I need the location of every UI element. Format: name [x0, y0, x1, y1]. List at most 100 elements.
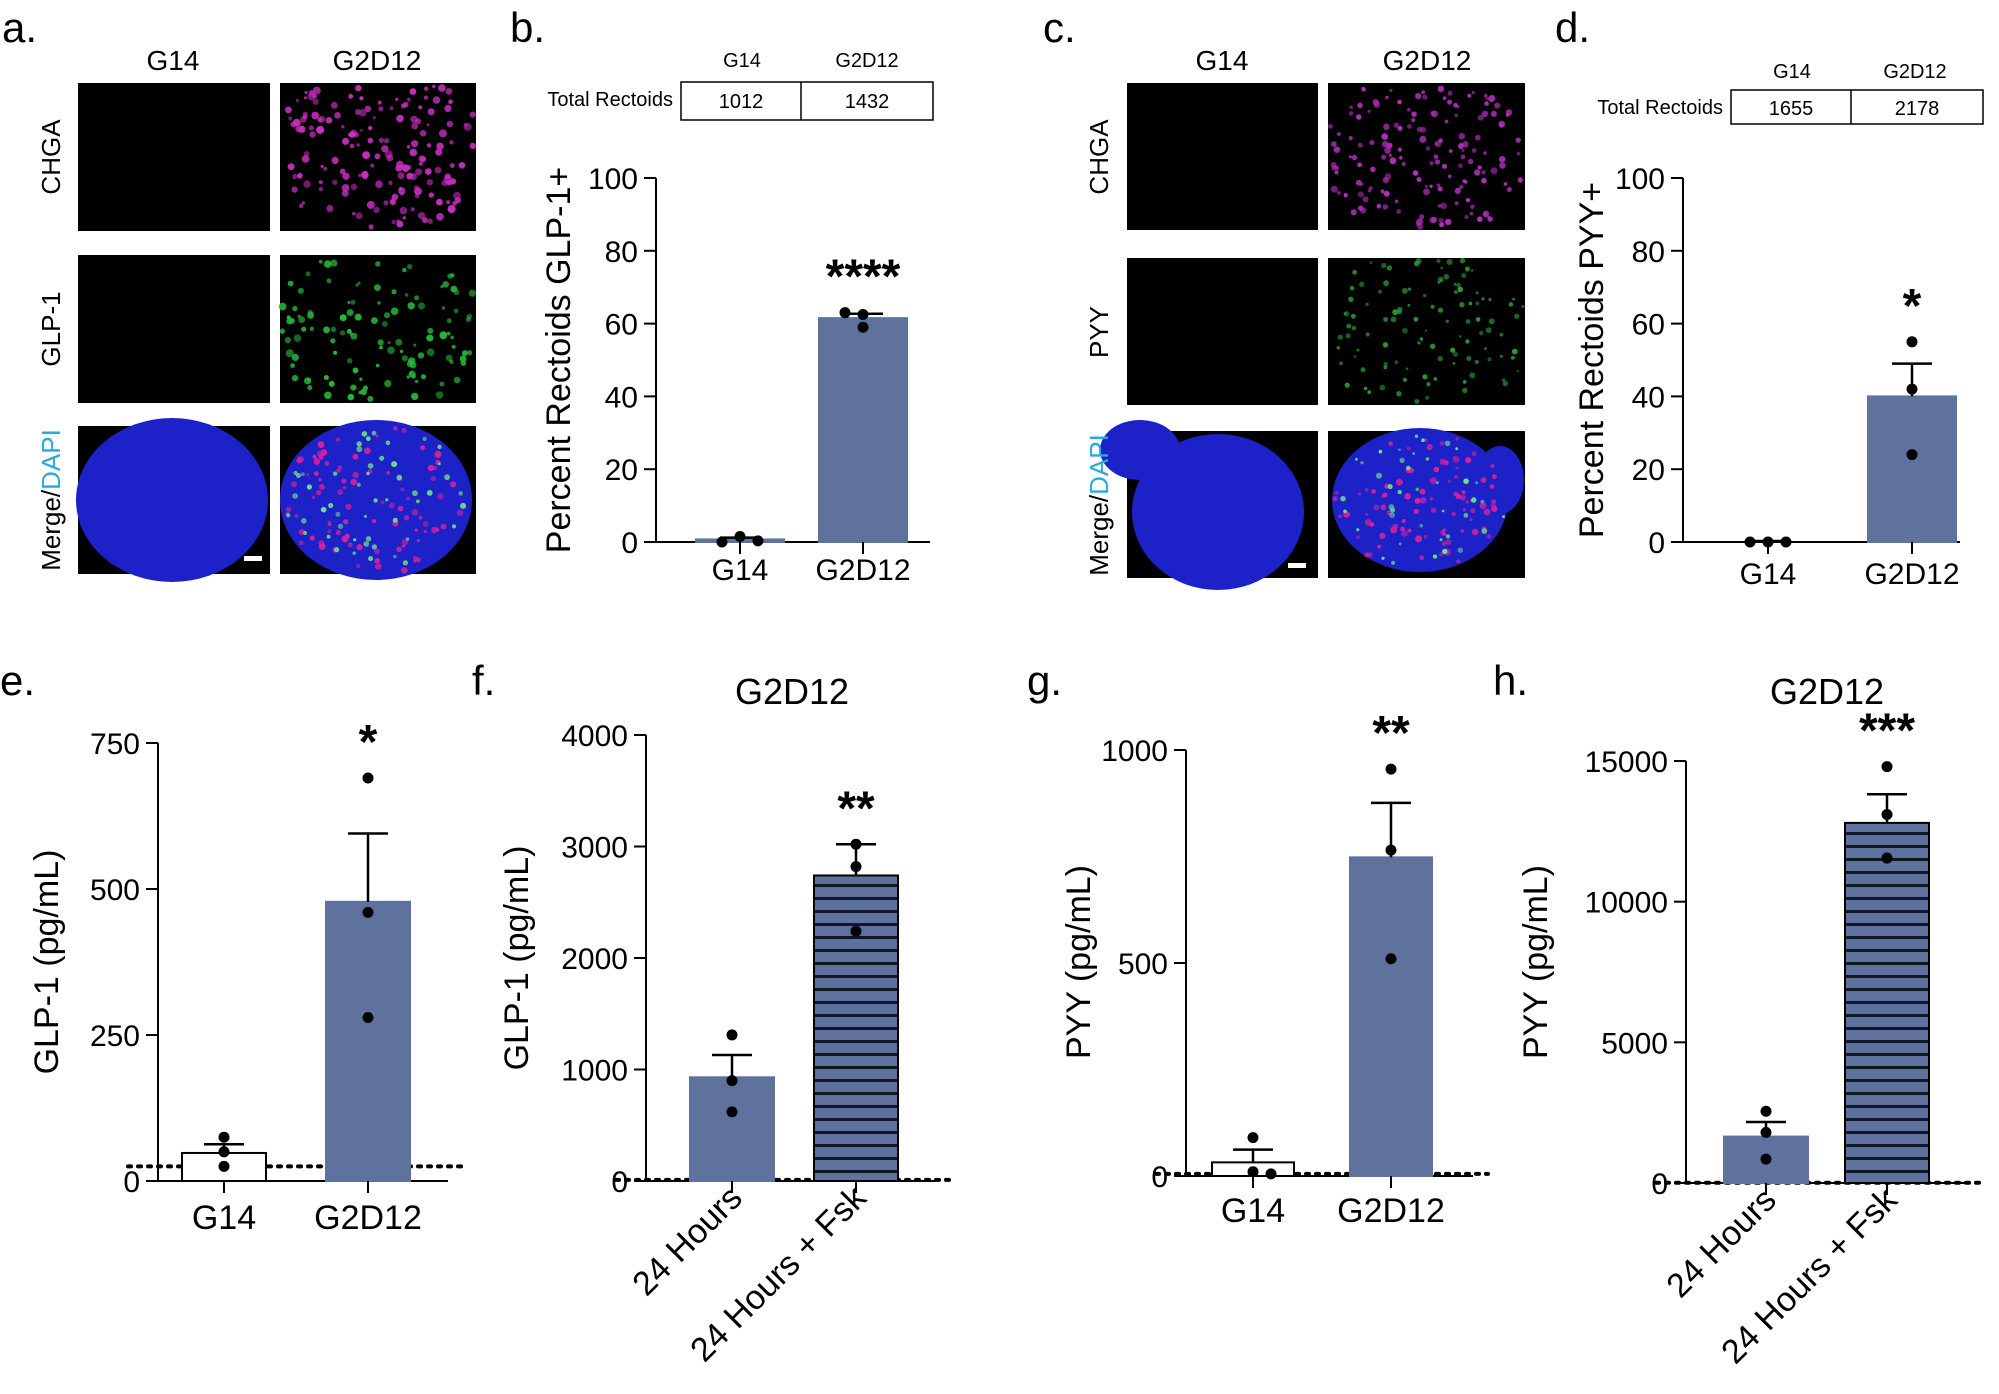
a-chga-speck-32 — [447, 205, 456, 213]
a-merge-g-speck-31 — [402, 560, 408, 566]
a-chga-speck-29 — [320, 164, 324, 168]
c-pyy-speck-97 — [1351, 325, 1357, 331]
c-chga-speck-82 — [1337, 132, 1341, 136]
chart-f-ytick-label-3: 3000 — [561, 832, 628, 865]
a-merge-m-speck-61 — [406, 496, 411, 501]
c-chga-speck-93 — [1334, 170, 1339, 175]
panel-letter-f: f. — [472, 657, 495, 704]
a-chga-speck-23 — [426, 123, 430, 127]
c-chga-speck-105 — [1481, 110, 1489, 118]
a-chga-speck-79 — [323, 166, 328, 171]
a-chga-speck-88 — [370, 163, 375, 168]
a-merge-m-speck-73 — [356, 544, 363, 551]
chart-d-category-0: G14 — [1740, 558, 1797, 591]
a-glp-speck-17 — [414, 295, 420, 301]
a-chga-speck-13 — [378, 106, 384, 112]
a-glp-speck-9 — [290, 363, 295, 368]
c-merge-m-speck-39 — [1407, 528, 1412, 533]
a-chga-speck-114 — [414, 193, 420, 199]
c-pyy-speck-87 — [1433, 377, 1438, 381]
chart-e-bar-1 — [325, 900, 411, 1183]
a-merge-m-speck-49 — [318, 455, 324, 460]
a-merge-m-speck-82 — [350, 478, 357, 486]
a-merge-m-speck-43 — [418, 515, 423, 520]
a-chga-speck-149 — [453, 191, 461, 200]
a-glp-speck-107 — [298, 316, 306, 323]
a-glp-speck-87 — [287, 280, 294, 287]
c-merge-m-speck-46 — [1356, 535, 1360, 539]
a-chga-speck-147 — [330, 101, 338, 109]
a-chga-speck-67 — [381, 145, 389, 153]
c-pyy-speck-86 — [1344, 382, 1350, 388]
c-pyy-speck-75 — [1417, 341, 1421, 345]
c-chga-speck-141 — [1419, 135, 1427, 143]
micro-a-chga-signal — [285, 84, 476, 230]
c-merge-m-speck-78 — [1454, 474, 1459, 479]
micro-c-g14-organoid-neighbor — [1100, 420, 1180, 480]
a-chga-speck-167 — [302, 114, 308, 120]
c-pyy-speck-91 — [1475, 291, 1479, 295]
chart-f-ylabel: GLP-1 (pg/mL) — [498, 846, 536, 1071]
a-glp-speck-95 — [467, 350, 473, 356]
chart-g-point-1-2 — [1385, 953, 1397, 965]
c-pyy-speck-42 — [1488, 298, 1492, 301]
c-merge-g-speck-14 — [1356, 528, 1360, 532]
c-chga-speck-3 — [1355, 114, 1362, 120]
c-pyy-speck-84 — [1356, 348, 1360, 352]
chart-f-ytick-label-2: 2000 — [561, 943, 628, 976]
c-merge-m-speck-15 — [1423, 438, 1428, 443]
a-merge-m-speck-4 — [299, 540, 304, 546]
a-chga-speck-112 — [367, 137, 374, 144]
c-chga-speck-99 — [1370, 166, 1376, 173]
a-merge-g-speck-25 — [368, 556, 374, 562]
a-glp-speck-23 — [379, 345, 383, 350]
a-chga-speck-73 — [311, 111, 320, 120]
a-glp-speck-110 — [374, 284, 381, 291]
a-glp-speck-18 — [355, 283, 359, 287]
a-glp-speck-101 — [375, 363, 380, 368]
a-chga-speck-161 — [383, 200, 389, 206]
c-chga-speck-159 — [1437, 204, 1442, 208]
c-merge-g-speck-26 — [1442, 548, 1448, 555]
a-merge-g-speck-37 — [332, 471, 338, 476]
c-chga-speck-94 — [1499, 124, 1503, 128]
a-chga-speck-34 — [449, 140, 454, 145]
c-pyy-speck-49 — [1436, 258, 1441, 264]
a-glp-speck-67 — [307, 377, 311, 382]
table-d-frame — [1730, 89, 1984, 125]
c-chga-speck-37 — [1385, 95, 1389, 100]
c-pyy-speck-102 — [1461, 273, 1467, 278]
c-chga-speck-67 — [1330, 185, 1338, 193]
c-merge-m-speck-61 — [1334, 490, 1339, 495]
c-pyy-speck-0 — [1339, 361, 1343, 366]
c-chga-speck-140 — [1328, 124, 1333, 129]
a-glp-speck-36 — [284, 336, 291, 344]
c-pyy-speck-57 — [1345, 333, 1351, 339]
micro-c-g14-organoid — [1132, 434, 1304, 590]
a-chga-speck-166 — [303, 96, 308, 100]
c-merge-m-speck-45 — [1414, 497, 1421, 504]
panel-letter-g: g. — [1027, 657, 1062, 704]
chart-b-point-0-2 — [752, 535, 764, 547]
c-chga-speck-18 — [1383, 123, 1390, 130]
a-merge-m-speck-42 — [324, 461, 330, 466]
a-glp-speck-82 — [459, 355, 467, 363]
a-merge-g-speck-16 — [306, 484, 312, 490]
chart-e-category-0: G14 — [192, 1199, 256, 1237]
c-merge-m-speck-32 — [1332, 496, 1338, 502]
a-chga-speck-117 — [389, 106, 394, 111]
c-chga-speck-108 — [1416, 177, 1422, 182]
a-chga-speck-119 — [354, 132, 360, 138]
a-glp-speck-117 — [291, 353, 299, 361]
a-chga-speck-19 — [342, 137, 349, 145]
c-pyy-speck-28 — [1396, 391, 1402, 397]
a-glp-speck-111 — [352, 367, 359, 374]
a-merge-m-speck-33 — [341, 535, 349, 543]
chart-b-bar-1 — [818, 317, 908, 544]
a-chga-speck-129 — [418, 161, 423, 166]
c-merge-m-speck-66 — [1423, 535, 1428, 539]
micro-a-row-merge: Merge/DAPI — [36, 429, 66, 571]
a-glp-speck-35 — [453, 308, 459, 314]
a-chga-speck-17 — [375, 180, 383, 188]
